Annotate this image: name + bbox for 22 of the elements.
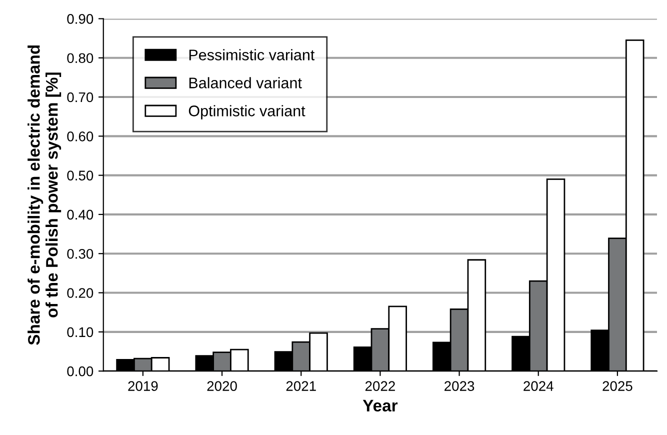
y-tick-label: 0.80 xyxy=(67,53,94,64)
y-tick-label: 0.20 xyxy=(67,288,94,298)
y-tick-label: 0.60 xyxy=(67,131,94,142)
y-axis-title: Share of e-mobility in electric demand of the Polish power system [%] xyxy=(28,45,62,345)
x-tick-label: 2025 xyxy=(602,381,632,391)
legend-label: Optimistic variant xyxy=(188,105,306,120)
legend-label: Balanced variant xyxy=(189,77,302,88)
x-axis-title: Year xyxy=(362,400,398,412)
x-tick-label: 2020 xyxy=(207,381,237,391)
y-tick-label: 0.00 xyxy=(67,366,94,376)
x-tick-label: 2019 xyxy=(128,381,158,391)
legend-label: Pessimistic variant xyxy=(189,49,315,60)
y-tick-label: 0.10 xyxy=(67,327,94,338)
y-tick-label: 0.50 xyxy=(67,170,94,180)
y-tick-label: 0.90 xyxy=(67,14,94,24)
y-tick-label: 0.70 xyxy=(67,92,94,102)
x-tick-label: 2021 xyxy=(286,381,316,391)
y-tick-label: 0.30 xyxy=(67,248,94,259)
y-tick-label: 0.40 xyxy=(67,210,94,220)
x-tick-label: 2022 xyxy=(365,381,395,391)
x-tick-label: 2023 xyxy=(444,381,474,391)
x-tick-label: 2024 xyxy=(524,381,554,391)
